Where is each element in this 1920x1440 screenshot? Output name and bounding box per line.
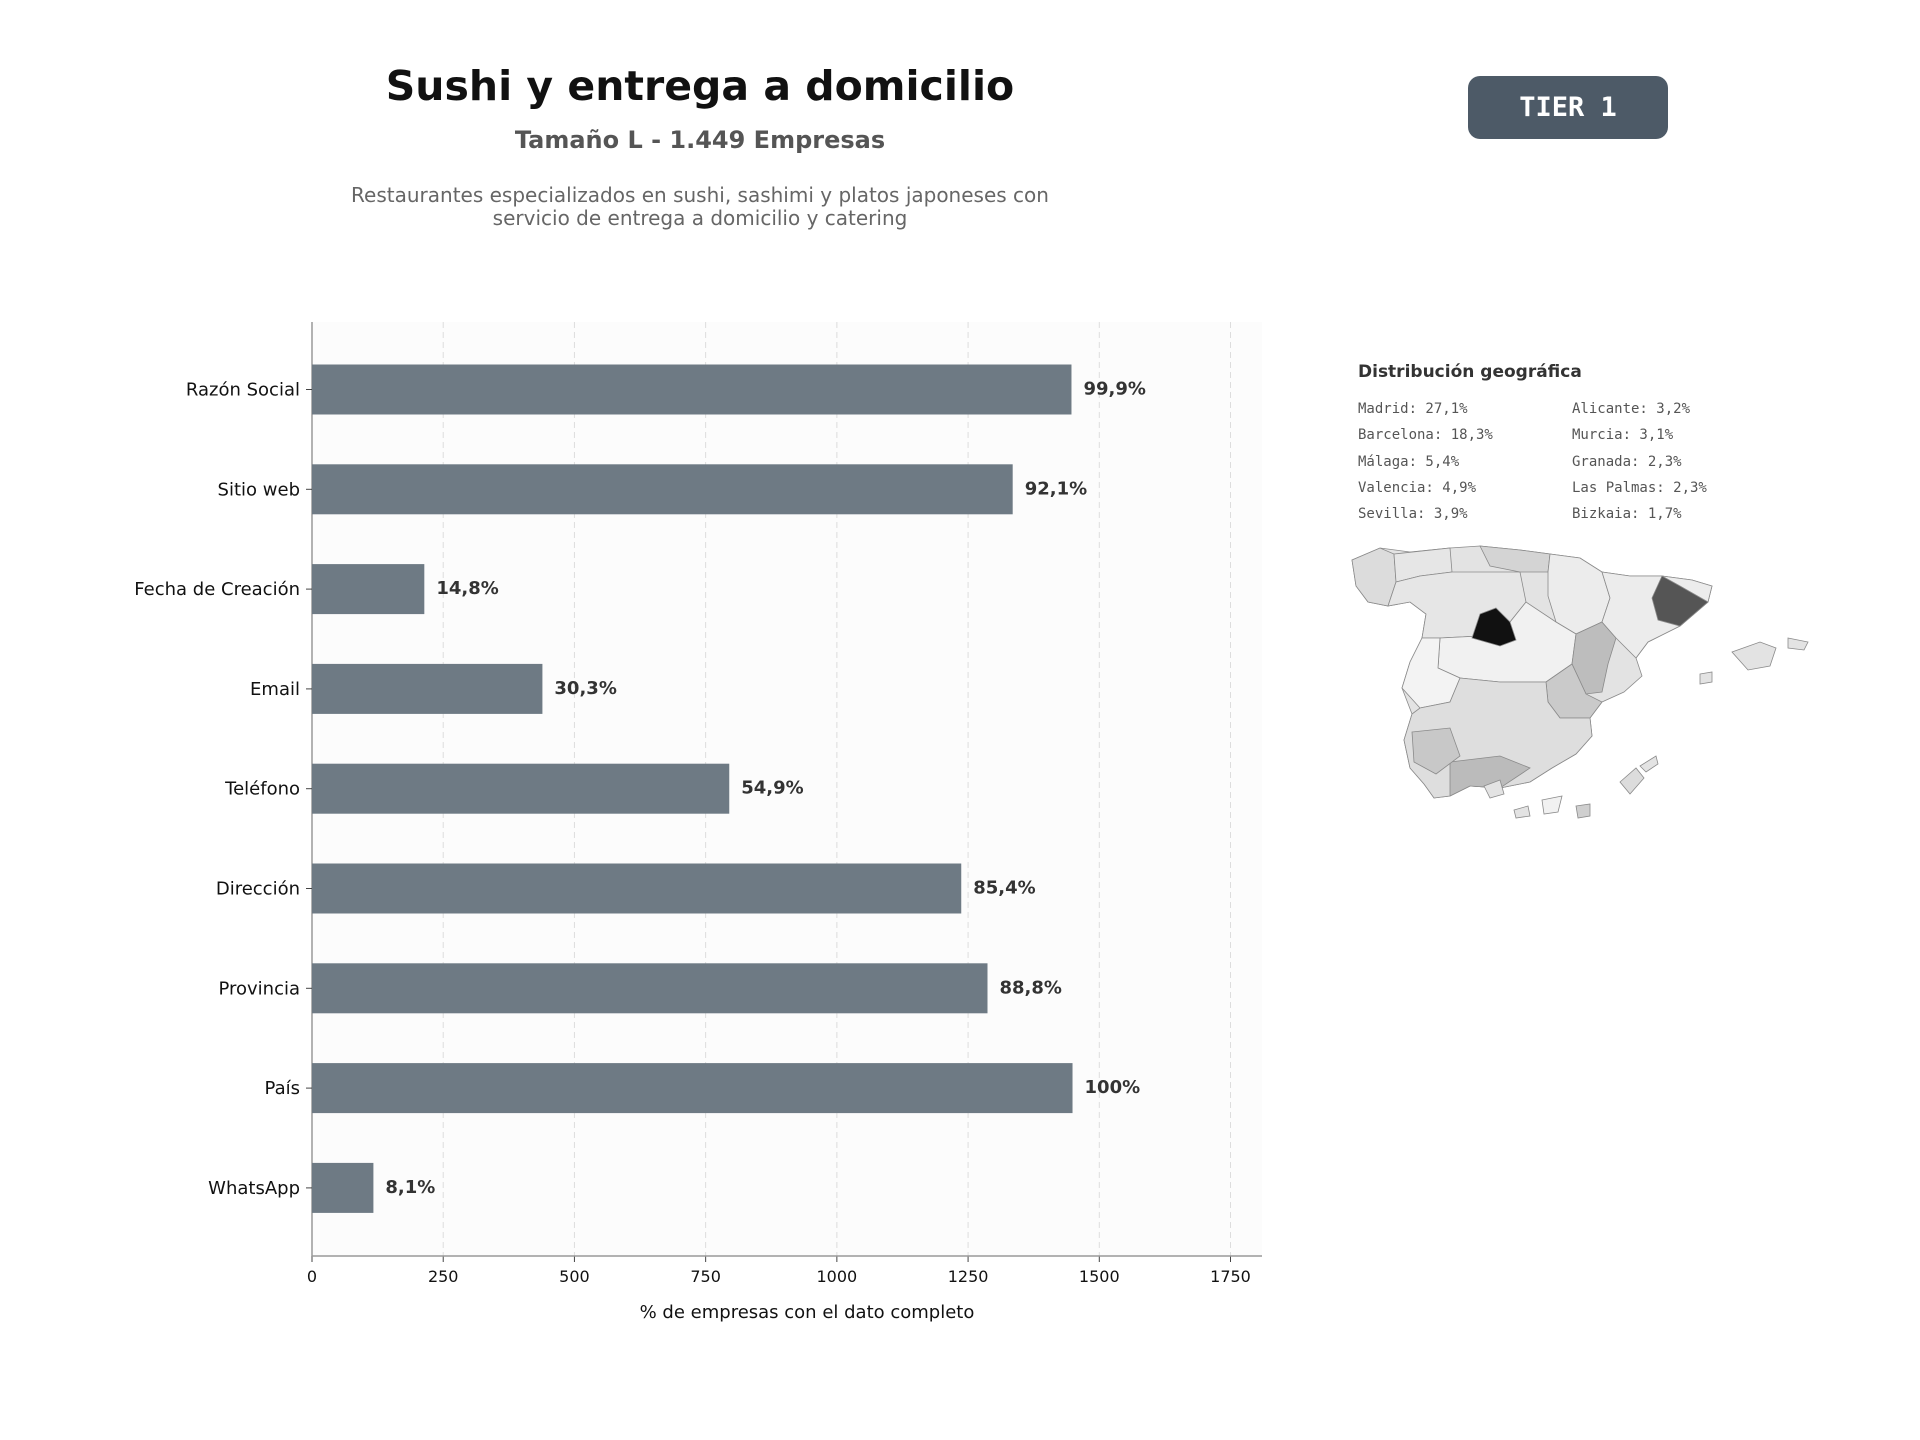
page-title: Sushi y entrega a domicilio [385,62,1015,110]
data-label: 8,1% [385,1177,435,1198]
data-label: 54,9% [741,778,803,799]
barcelona-region [1651,575,1709,627]
spain-map [1351,545,1809,819]
y-tick-label: Razón Social [186,380,300,401]
geo-item: Sevilla: 3,9% [1358,506,1468,523]
y-tick-label: Teléfono [224,779,300,800]
madrid-region [1471,607,1517,647]
description-line-1: Restaurantes especializados en sushi, sa… [351,183,1049,207]
aragon-region [1547,553,1611,635]
geo-title: Distribución geográfica [1358,362,1582,382]
geo-item: Bizkaia: 1,7% [1572,506,1682,523]
data-label: 92,1% [1025,478,1087,499]
geo-item: Alicante: 3,2% [1572,401,1691,417]
geo-item: Valencia: 4,9% [1358,479,1477,496]
y-tick-label: Email [250,679,300,700]
bar [312,963,988,1014]
data-label: 100% [1085,1077,1141,1098]
data-label: 88,8% [999,977,1061,998]
bar [312,763,730,814]
data-label: 30,3% [554,678,616,699]
balearic-mallorca [1731,641,1777,671]
bar [312,1162,374,1213]
y-tick-label: País [265,1078,300,1099]
canary-islands-5 [1619,767,1645,795]
canary-islands-4 [1575,803,1591,819]
canary-islands-1 [1483,779,1505,799]
y-tick-label: Sitio web [218,479,300,500]
bar [312,663,543,714]
y-tick-label: Fecha de Creación [134,579,300,600]
geo-item: Barcelona: 18,3% [1358,427,1493,444]
data-label: 85,4% [973,878,1035,899]
canary-islands-6 [1639,755,1659,773]
bar [312,1063,1073,1114]
bar [312,464,1013,515]
x-tick-label: 0 [307,1267,317,1286]
x-tick-label: 1250 [948,1267,989,1286]
geo-list-right: Alicante: 3,2% Murcia: 3,1% Granada: 2,3… [1572,396,1707,527]
description-line-2: servicio de entrega a domicilio y cateri… [492,206,908,230]
x-tick-label: 1750 [1210,1267,1251,1286]
y-tick-label: WhatsApp [208,1178,300,1199]
bar [312,863,962,914]
y-tick-label: Provincia [218,978,300,999]
canary-islands-2 [1513,805,1531,819]
bar-chart: 0 250 500 750 1000 1250 1500 1750 Razón Social 99… [134,322,1262,1323]
geo-item: Las Palmas: 2,3% [1572,479,1707,496]
geo-item: Málaga: 5,4% [1358,453,1460,470]
geo-item: Granada: 2,3% [1572,453,1682,470]
x-tick-label: 500 [559,1267,590,1286]
geo-panel: Distribución geográfica Madrid: 27,1% Ba… [1340,352,1900,912]
geo-list-left: Madrid: 27,1% Barcelona: 18,3% Málaga: 5… [1358,396,1493,527]
page-subtitle: Tamaño L - 1.449 Empresas [514,126,886,154]
x-tick-label: 1000 [817,1267,858,1286]
tier-badge: TIER 1 [1468,76,1668,139]
balearic-ibiza [1699,671,1713,685]
x-tick-label: 250 [428,1267,459,1286]
y-tick-label: Dirección [216,879,300,900]
galicia-region [1351,547,1397,607]
data-label: 14,8% [436,578,498,599]
x-tick-label: 750 [690,1267,721,1286]
data-label: 99,9% [1083,379,1145,400]
bar [312,564,425,615]
x-tick-label: 1500 [1079,1267,1120,1286]
geo-item: Murcia: 3,1% [1572,427,1674,444]
bar [312,364,1072,415]
canary-islands-3 [1541,795,1563,815]
sevilla-region [1411,727,1461,775]
geo-item: Madrid: 27,1% [1358,401,1468,417]
page-description: Restaurantes especializados en sushi, sa… [300,184,1100,230]
balearic-menorca [1787,637,1809,651]
x-axis-label: % de empresas con el dato completo [640,1302,975,1323]
